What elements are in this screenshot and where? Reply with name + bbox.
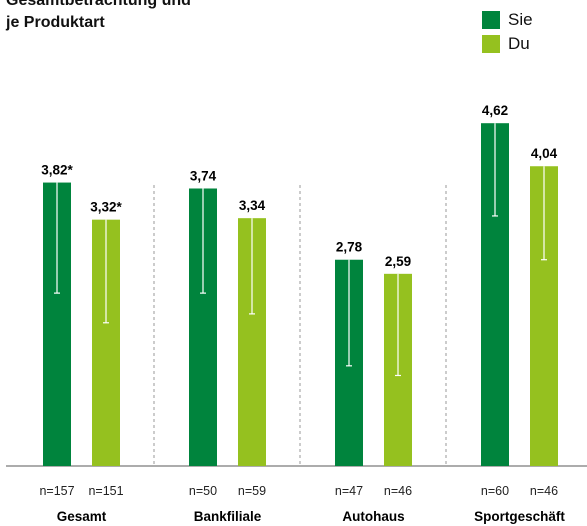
chart-title-line-1: Gesamtbetrachtung und	[6, 0, 191, 9]
sample-size-label: n=59	[238, 484, 266, 498]
sample-size-label: n=46	[384, 484, 412, 498]
data-label: 2,78	[336, 240, 363, 255]
data-label: 3,82*	[41, 163, 73, 178]
legend-item-du: Du	[482, 32, 533, 56]
sample-size-label: n=157	[39, 484, 74, 498]
sample-size-label: n=46	[530, 484, 558, 498]
data-label: 2,59	[385, 254, 411, 269]
legend-label-sie: Sie	[508, 10, 533, 29]
data-label: 3,34	[239, 198, 266, 213]
category-label: Bankfiliale	[194, 509, 262, 524]
legend-item-sie: Sie	[482, 8, 533, 32]
legend-swatch-sie	[482, 11, 500, 29]
data-label: 3,74	[190, 168, 217, 183]
data-label: 4,04	[531, 146, 558, 161]
sample-size-label: n=151	[88, 484, 123, 498]
data-label: 3,32*	[90, 200, 122, 215]
sample-size-label: n=47	[335, 484, 363, 498]
data-label: 4,62	[482, 103, 508, 118]
sample-size-label: n=50	[189, 484, 217, 498]
category-label: Autohaus	[342, 509, 404, 524]
category-label: Sportgeschäft	[474, 509, 565, 524]
sample-size-label: n=60	[481, 484, 509, 498]
chart-title-line-2: je Produktart	[6, 14, 105, 31]
legend-swatch-du	[482, 35, 500, 53]
chart-title: Gesamtbetrachtung und je Produktart	[6, 0, 306, 34]
legend-label-du: Du	[508, 34, 530, 53]
category-label: Gesamt	[57, 509, 107, 524]
legend: Sie Du	[482, 8, 533, 56]
